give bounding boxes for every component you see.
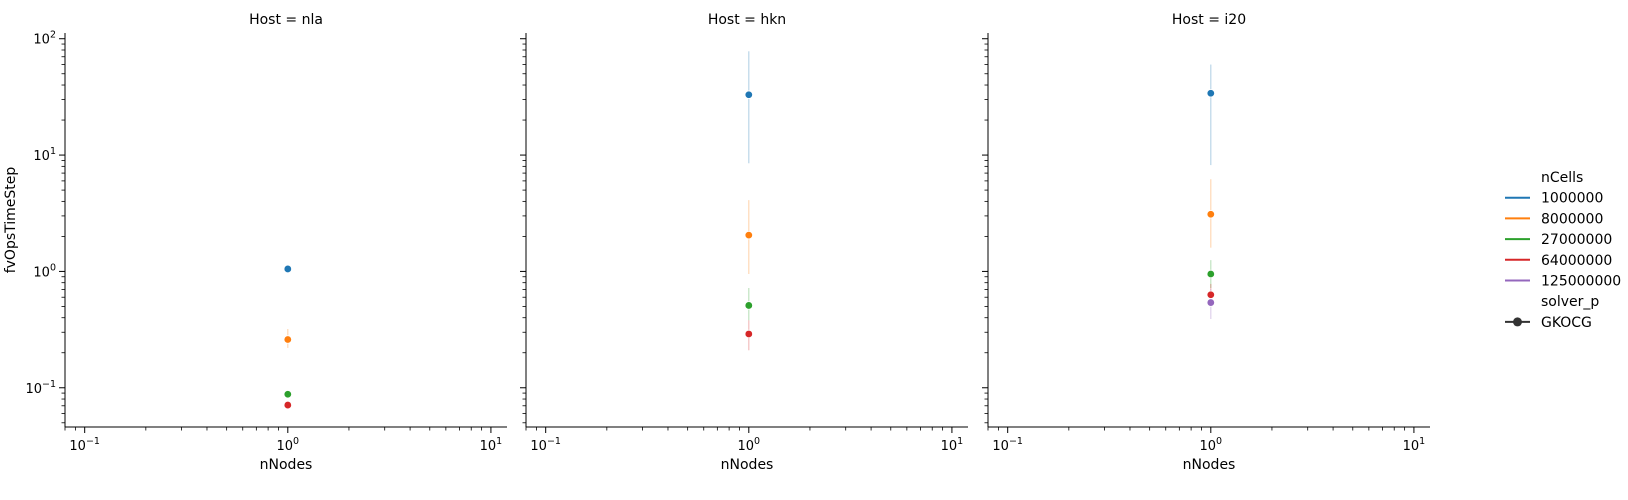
- y-axis-label: fvOpsTimeStep: [3, 167, 19, 274]
- panel-title: Host = hkn: [708, 12, 786, 28]
- data-point-8000000: [744, 230, 754, 240]
- panel-2: Host = i20 10−1 100 101 nNodes: [982, 12, 1430, 473]
- legend-label-1000000: 1000000: [1541, 191, 1603, 207]
- x-tick-label: 101: [480, 436, 503, 454]
- y-tick-label: 101: [33, 146, 56, 164]
- x-tick-label: 10−1: [992, 436, 1023, 454]
- chart-panels: Host = nla 10−1 100 101 10−1 100 101 102 nNodes f…: [3, 12, 1430, 473]
- legend-label-27000000: 27000000: [1541, 232, 1612, 248]
- legend-label-64000000: 64000000: [1541, 253, 1612, 269]
- legend-marker-GKOCG: [1513, 317, 1522, 327]
- data-point-27000000: [283, 390, 293, 399]
- x-tick-label: 100: [738, 436, 761, 454]
- legend-label-125000000: 125000000: [1541, 274, 1621, 290]
- data-point-1000000: [1206, 89, 1216, 98]
- x-tick-label: 100: [1200, 436, 1223, 454]
- y-tick-label: 10−1: [25, 379, 56, 397]
- y-tick-label: 100: [33, 262, 56, 280]
- x-axis-label: nNodes: [721, 457, 774, 473]
- data-point-64000000: [744, 329, 754, 339]
- data-point-64000000: [1206, 290, 1216, 299]
- data-point-27000000: [744, 301, 754, 310]
- panel-title: Host = i20: [1172, 12, 1246, 28]
- data-point-125000000: [1206, 298, 1216, 307]
- x-tick-label: 100: [277, 436, 300, 454]
- x-tick-label: 10−1: [69, 436, 100, 454]
- legend-label-8000000: 8000000: [1541, 211, 1603, 227]
- x-axis-label: nNodes: [1183, 457, 1236, 473]
- x-tick-label: 10−1: [530, 436, 561, 454]
- panel-title: Host = nla: [249, 12, 323, 28]
- data-point-1000000: [744, 90, 754, 99]
- legend-title-solver: solver_p: [1541, 294, 1599, 310]
- data-point-1000000: [283, 264, 293, 274]
- x-axis-label: nNodes: [260, 457, 313, 473]
- y-tick-label: 102: [33, 30, 56, 48]
- legend-title-ncells: nCells: [1541, 170, 1583, 186]
- x-tick-label: 101: [1403, 436, 1426, 454]
- data-point-64000000: [283, 400, 293, 410]
- data-point-8000000: [283, 335, 293, 344]
- data-point-8000000: [1206, 210, 1216, 219]
- legend-label-GKOCG: GKOCG: [1541, 315, 1592, 331]
- panel-0: Host = nla 10−1 100 101 10−1 100 101 102 nNodes f…: [3, 12, 507, 473]
- chart-legend: nCells 1000000 8000000 27000000 64000000 1250…: [1505, 170, 1621, 331]
- panel-1: Host = hkn 10−1 100 101 nNodes: [520, 12, 968, 473]
- x-tick-label: 101: [941, 436, 964, 454]
- data-point-27000000: [1206, 269, 1216, 279]
